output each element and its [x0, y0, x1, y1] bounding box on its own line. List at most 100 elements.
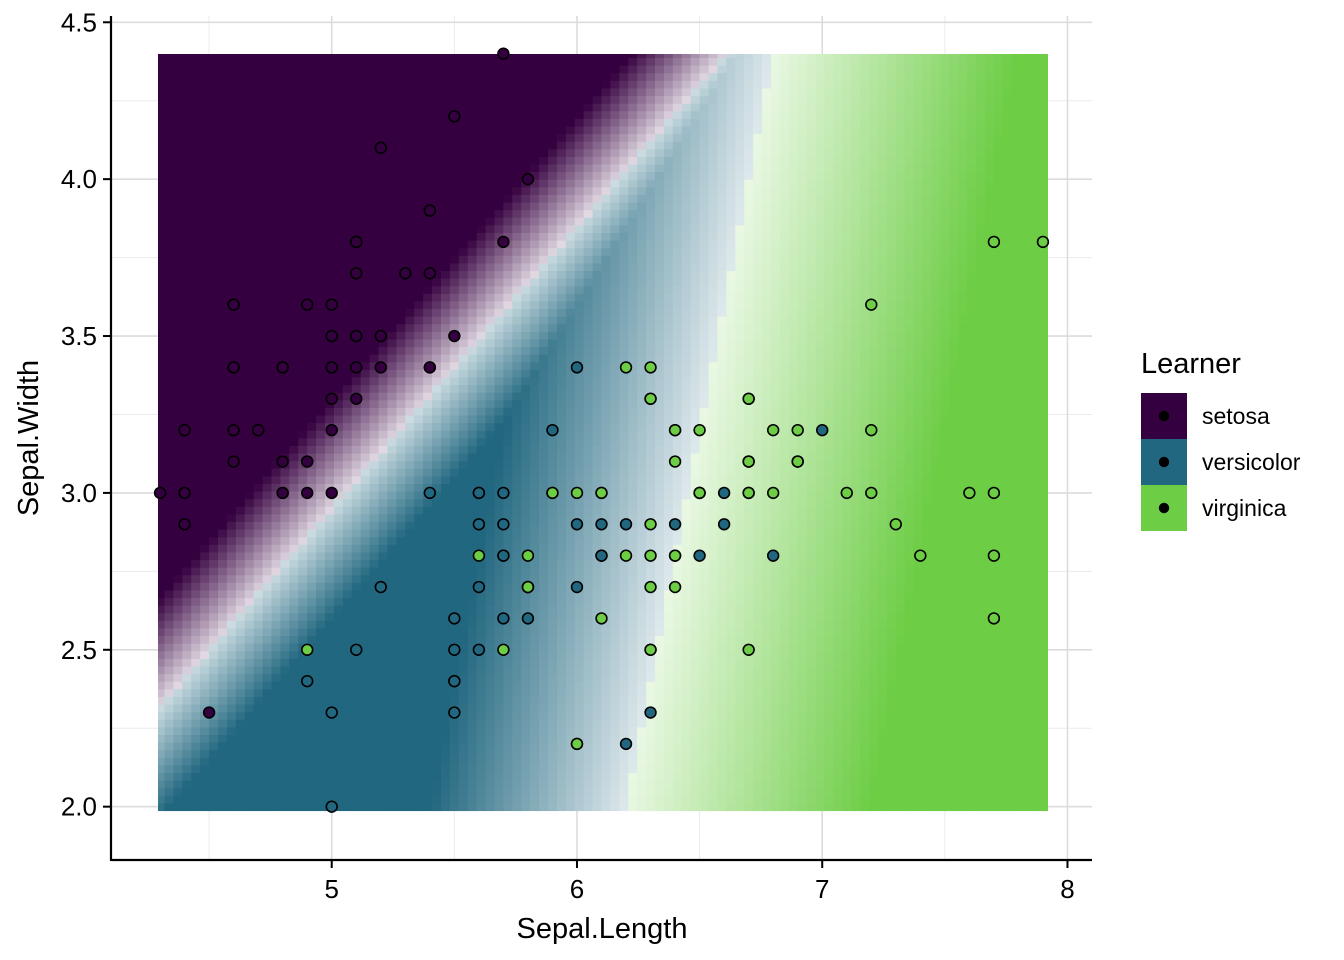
- surface-tile: [360, 133, 371, 142]
- surface-tile: [182, 179, 192, 188]
- surface-tile: [476, 392, 487, 401]
- surface-tile: [414, 255, 424, 264]
- surface-tile: [405, 620, 415, 629]
- surface-tile: [289, 430, 299, 439]
- surface-tile: [378, 430, 389, 439]
- surface-tile: [209, 764, 219, 774]
- surface-tile: [476, 605, 487, 614]
- surface-tile: [173, 80, 183, 89]
- surface-tile: [209, 262, 219, 272]
- surface-tile: [369, 407, 380, 416]
- surface-tile: [218, 346, 228, 355]
- surface-tile: [539, 240, 549, 249]
- surface-tile: [173, 757, 183, 766]
- surface-tile: [200, 787, 210, 796]
- surface-tile: [369, 186, 380, 195]
- surface-tile: [583, 278, 594, 287]
- surface-tile: [512, 346, 522, 355]
- surface-tile: [218, 72, 228, 81]
- surface-tile: [405, 95, 415, 104]
- surface-tile: [226, 331, 237, 340]
- surface-tile: [351, 300, 362, 310]
- surface-tile: [271, 376, 282, 386]
- surface-tile: [530, 217, 540, 226]
- surface-tile: [449, 422, 460, 431]
- surface-tile: [271, 179, 282, 188]
- surface-tile: [539, 217, 549, 226]
- surface-tile: [200, 475, 210, 484]
- surface-tile: [360, 141, 371, 150]
- surface-tile: [235, 635, 246, 644]
- surface-tile: [476, 133, 487, 142]
- surface-tile: [458, 703, 469, 713]
- surface-tile: [325, 255, 335, 264]
- surface-tile: [547, 772, 558, 781]
- surface-tile: [191, 764, 201, 774]
- surface-tile: [458, 627, 469, 637]
- surface-tile: [253, 270, 264, 279]
- surface-tile: [449, 475, 460, 484]
- surface-tile: [200, 658, 210, 667]
- surface-tile: [164, 475, 175, 484]
- surface-tile: [289, 802, 299, 812]
- surface-tile: [253, 460, 264, 469]
- surface-tile: [565, 201, 576, 211]
- surface-tile: [378, 285, 389, 294]
- surface-tile: [298, 148, 308, 157]
- surface-tile: [369, 513, 380, 523]
- surface-tile: [226, 278, 237, 287]
- surface-tile: [307, 392, 317, 401]
- surface-tile: [556, 338, 567, 348]
- surface-tile: [164, 574, 175, 583]
- surface-tile: [405, 726, 415, 736]
- surface-tile: [565, 194, 576, 203]
- surface-tile: [476, 80, 487, 89]
- surface-tile: [262, 179, 273, 188]
- surface-tile: [405, 460, 415, 469]
- surface-tile: [360, 734, 371, 743]
- surface-tile: [485, 445, 496, 454]
- surface-tile: [262, 681, 273, 690]
- surface-tile: [556, 688, 567, 697]
- surface-tile: [414, 346, 424, 355]
- surface-tile: [432, 681, 442, 690]
- surface-tile: [316, 475, 326, 484]
- surface-tile: [556, 437, 567, 446]
- surface-tile: [298, 703, 308, 713]
- surface-tile: [378, 612, 389, 621]
- surface-tile: [458, 87, 469, 97]
- surface-tile: [226, 103, 237, 112]
- surface-tile: [244, 445, 255, 454]
- surface-tile: [253, 148, 264, 157]
- surface-tile: [244, 627, 255, 637]
- surface-tile: [298, 483, 308, 492]
- surface-tile: [405, 665, 415, 675]
- surface-tile: [235, 110, 246, 119]
- surface-tile: [574, 240, 585, 249]
- surface-tile: [565, 338, 576, 348]
- surface-tile: [565, 696, 576, 705]
- surface-tile: [414, 110, 424, 119]
- surface-tile: [467, 703, 478, 713]
- surface-tile: [280, 293, 290, 302]
- surface-tile: [164, 201, 175, 211]
- surface-tile: [173, 255, 183, 264]
- surface-tile: [414, 445, 424, 454]
- surface-tile: [467, 133, 478, 142]
- surface-tile: [432, 521, 442, 530]
- surface-tile: [280, 711, 290, 720]
- surface-tile: [378, 795, 389, 804]
- surface-tile: [218, 118, 228, 127]
- surface-tile: [432, 673, 442, 682]
- surface-tile: [342, 54, 353, 59]
- surface-tile: [503, 757, 513, 766]
- surface-tile: [173, 513, 183, 523]
- surface-tile: [209, 103, 219, 112]
- surface-tile: [485, 635, 496, 644]
- surface-tile: [253, 346, 264, 355]
- surface-tile: [583, 544, 594, 553]
- surface-tile: [449, 293, 460, 302]
- surface-tile: [547, 605, 558, 614]
- surface-tile: [503, 620, 513, 629]
- surface-tile: [253, 688, 264, 697]
